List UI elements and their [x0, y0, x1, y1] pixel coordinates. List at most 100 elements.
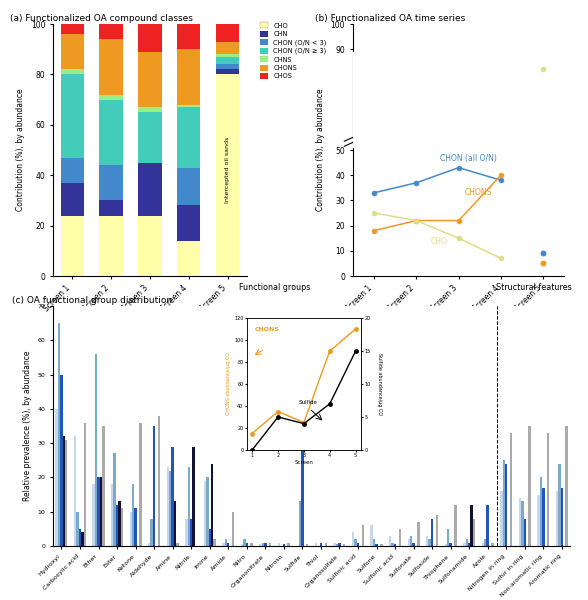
- Bar: [542, 488, 544, 546]
- Bar: [118, 502, 121, 546]
- Bar: [521, 502, 523, 546]
- Bar: [74, 436, 76, 546]
- Bar: [436, 515, 438, 546]
- Y-axis label: Relative prevalence (%), by abundance: Relative prevalence (%), by abundance: [23, 351, 32, 501]
- Bar: [269, 542, 271, 546]
- Bar: [138, 24, 162, 52]
- Bar: [537, 494, 540, 546]
- Bar: [176, 542, 179, 546]
- Bar: [58, 323, 60, 546]
- Bar: [99, 95, 123, 100]
- Bar: [225, 539, 227, 546]
- Bar: [177, 205, 201, 241]
- Bar: [138, 215, 162, 276]
- Bar: [92, 484, 95, 546]
- Bar: [166, 467, 169, 546]
- Y-axis label: Contribution (%), by abundance: Contribution (%), by abundance: [316, 89, 325, 211]
- Text: (b) Functionalized OA time series: (b) Functionalized OA time series: [315, 14, 465, 23]
- Bar: [449, 542, 452, 546]
- Text: (a) Functionalized OA compound classes: (a) Functionalized OA compound classes: [10, 14, 193, 23]
- Bar: [99, 100, 123, 165]
- Text: CHON (all O/N): CHON (all O/N): [440, 154, 496, 163]
- Bar: [394, 544, 396, 546]
- Bar: [540, 478, 542, 546]
- Bar: [116, 505, 118, 546]
- Bar: [466, 539, 468, 546]
- Bar: [392, 542, 394, 546]
- Bar: [61, 215, 84, 276]
- Bar: [216, 57, 239, 64]
- Bar: [177, 49, 201, 104]
- Bar: [188, 467, 190, 546]
- Bar: [560, 488, 563, 546]
- Text: Intercepted oil sands: Intercepted oil sands: [225, 137, 230, 203]
- Bar: [95, 354, 97, 546]
- Bar: [306, 544, 308, 546]
- Text: Functional groups: Functional groups: [239, 283, 310, 292]
- Bar: [102, 426, 105, 546]
- Bar: [177, 104, 201, 107]
- Bar: [355, 539, 357, 546]
- Bar: [222, 542, 225, 546]
- Bar: [566, 426, 568, 546]
- Bar: [547, 433, 549, 546]
- Bar: [172, 446, 174, 546]
- Bar: [174, 502, 176, 546]
- Bar: [153, 426, 155, 546]
- Bar: [510, 433, 512, 546]
- Bar: [468, 542, 470, 546]
- Bar: [190, 518, 192, 546]
- Bar: [482, 542, 484, 546]
- Bar: [240, 544, 243, 546]
- Bar: [492, 542, 494, 546]
- Bar: [55, 409, 58, 546]
- Bar: [333, 542, 336, 546]
- Bar: [370, 526, 373, 546]
- Bar: [447, 529, 449, 546]
- Bar: [410, 536, 412, 546]
- Bar: [216, 41, 239, 54]
- Bar: [288, 542, 290, 546]
- Bar: [429, 539, 431, 546]
- Bar: [399, 529, 401, 546]
- Bar: [61, 183, 84, 215]
- Bar: [135, 508, 137, 546]
- Bar: [121, 508, 123, 546]
- Bar: [338, 542, 340, 546]
- Bar: [373, 539, 375, 546]
- Bar: [216, 24, 239, 41]
- Bar: [81, 532, 83, 546]
- Bar: [278, 542, 280, 546]
- Bar: [169, 470, 172, 546]
- Bar: [139, 422, 142, 546]
- Bar: [61, 74, 84, 158]
- Bar: [151, 518, 153, 546]
- Bar: [129, 512, 132, 546]
- Bar: [431, 518, 433, 546]
- Bar: [232, 512, 234, 546]
- Bar: [353, 52, 564, 148]
- Bar: [216, 70, 239, 74]
- Bar: [556, 491, 558, 546]
- Bar: [132, 484, 135, 546]
- Bar: [380, 544, 383, 546]
- Bar: [99, 215, 123, 276]
- Bar: [500, 491, 503, 546]
- Bar: [519, 498, 521, 546]
- Bar: [97, 478, 100, 546]
- Text: R: R: [290, 385, 295, 391]
- Bar: [243, 539, 246, 546]
- Bar: [100, 478, 102, 546]
- Bar: [336, 544, 338, 546]
- Bar: [558, 464, 560, 546]
- Bar: [113, 454, 116, 546]
- Text: (c) OA functional group distribution: (c) OA functional group distribution: [12, 296, 172, 305]
- Bar: [283, 544, 285, 546]
- Bar: [213, 539, 216, 546]
- Bar: [99, 165, 123, 200]
- Bar: [177, 167, 201, 205]
- Bar: [299, 502, 301, 546]
- Bar: [523, 518, 526, 546]
- Bar: [211, 464, 213, 546]
- Bar: [138, 163, 162, 215]
